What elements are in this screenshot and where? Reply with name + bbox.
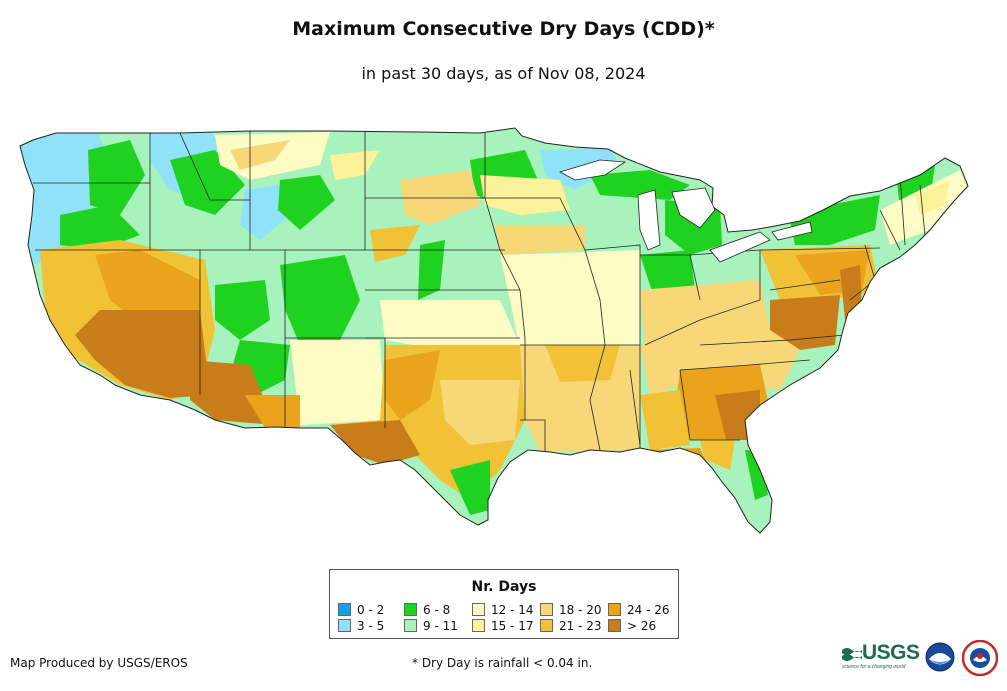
legend-item-21-23: 21 - 23 bbox=[540, 619, 602, 633]
legend-label: 24 - 26 bbox=[627, 603, 670, 617]
legend-swatch bbox=[338, 619, 351, 632]
legend-item-0-2: 0 - 2 bbox=[338, 603, 384, 617]
legend-swatch bbox=[608, 619, 621, 632]
map-credit: Map Produced by USGS/EROS bbox=[10, 656, 188, 670]
legend-swatch bbox=[540, 603, 553, 616]
legend-label: 0 - 2 bbox=[357, 603, 385, 617]
nws-logo-icon bbox=[962, 640, 998, 676]
legend-swatch bbox=[338, 603, 351, 616]
legend-label: 6 - 8 bbox=[423, 603, 451, 617]
legend-title: Nr. Days bbox=[471, 579, 537, 595]
legend-item-3-5: 3 - 5 bbox=[338, 619, 384, 633]
legend-item-6-8: 6 - 8 bbox=[404, 603, 450, 617]
great-lakes bbox=[558, 159, 813, 263]
usgs-wave-icon bbox=[842, 648, 862, 661]
noaa-logo-icon bbox=[925, 642, 955, 672]
cdd-surface bbox=[20, 128, 968, 533]
legend-item-15-17: 15 - 17 bbox=[472, 619, 534, 633]
legend-label: > 26 bbox=[627, 619, 657, 633]
legend-swatch bbox=[472, 603, 485, 616]
legend-label: 9 - 11 bbox=[423, 619, 458, 633]
legend-swatch bbox=[608, 603, 621, 616]
usgs-wordmark: USGS bbox=[862, 641, 920, 664]
legend-swatch bbox=[540, 619, 553, 632]
map-subtitle: in past 30 days, as of Nov 08, 2024 bbox=[361, 64, 646, 83]
legend-swatch bbox=[472, 619, 485, 632]
legend-item-12-14: 12 - 14 bbox=[472, 603, 534, 617]
legend-item-24-26: 24 - 26 bbox=[608, 603, 670, 617]
usgs-tagline: science for a changing world bbox=[842, 664, 906, 670]
legend-label: 21 - 23 bbox=[559, 619, 602, 633]
usgs-logo: USGS science for a changing world bbox=[842, 641, 920, 670]
dry-day-footnote: * Dry Day is rainfall < 0.04 in. bbox=[412, 656, 593, 670]
map-legend: Nr. Days 0 - 2 3 - 5 6 - 8 9 - 11 12 - 1… bbox=[329, 569, 679, 639]
legend-label: 15 - 17 bbox=[491, 619, 534, 633]
legend-swatch bbox=[404, 619, 417, 632]
map-title: Maximum Consecutive Dry Days (CDD)* bbox=[292, 18, 715, 40]
legend-item-over-26: > 26 bbox=[608, 619, 656, 633]
legend-item-18-20: 18 - 20 bbox=[540, 603, 602, 617]
legend-label: 12 - 14 bbox=[491, 603, 534, 617]
legend-label: 18 - 20 bbox=[559, 603, 602, 617]
legend-label: 3 - 5 bbox=[357, 619, 385, 633]
legend-swatch bbox=[404, 603, 417, 616]
legend-item-9-11: 9 - 11 bbox=[404, 619, 458, 633]
